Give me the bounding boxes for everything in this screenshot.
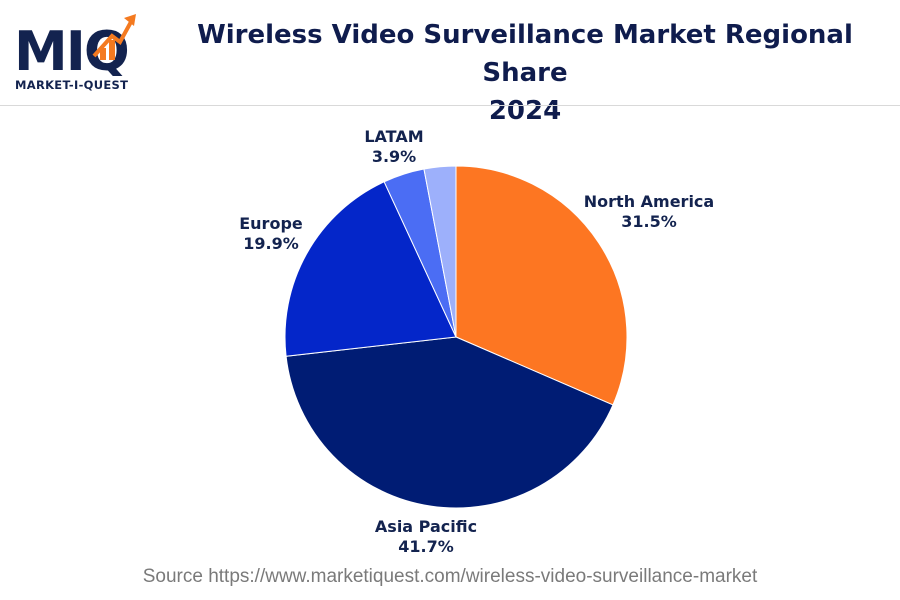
slice-label-europe: Europe	[239, 214, 303, 233]
miq-logo-icon: MIQ	[14, 14, 136, 76]
pie-slice-other	[423, 165, 457, 338]
pie-slice-europe	[284, 181, 457, 357]
source-caption: Source https://www.marketiquest.com/wire…	[142, 566, 758, 587]
chart-title-line-2: 2024	[488, 96, 562, 126]
chart-title: Wireless Video Surveillance Market Regio…	[165, 16, 885, 130]
chart-title-line-1: Wireless Video Surveillance Market Regio…	[197, 20, 853, 88]
slice-label-north-america: North America	[584, 192, 714, 211]
slice-value-latam: 3.9%	[372, 147, 416, 166]
pie-slices	[284, 165, 628, 509]
pie-slice-north-america	[455, 165, 628, 406]
slice-label-asia-pacific: Asia Pacific	[375, 517, 477, 536]
header-divider	[0, 105, 900, 106]
logo-subtext: MARKET-I-QUEST	[15, 78, 129, 92]
slice-label-latam: LATAM	[364, 127, 423, 146]
slice-value-europe: 19.9%	[243, 234, 299, 253]
slice-value-asia-pacific: 41.7%	[398, 537, 454, 556]
company-logo: MIQ MARKET-I-QUEST	[14, 10, 144, 92]
pie-slice-asia-pacific	[285, 336, 614, 509]
slice-value-north-america: 31.5%	[621, 212, 677, 231]
